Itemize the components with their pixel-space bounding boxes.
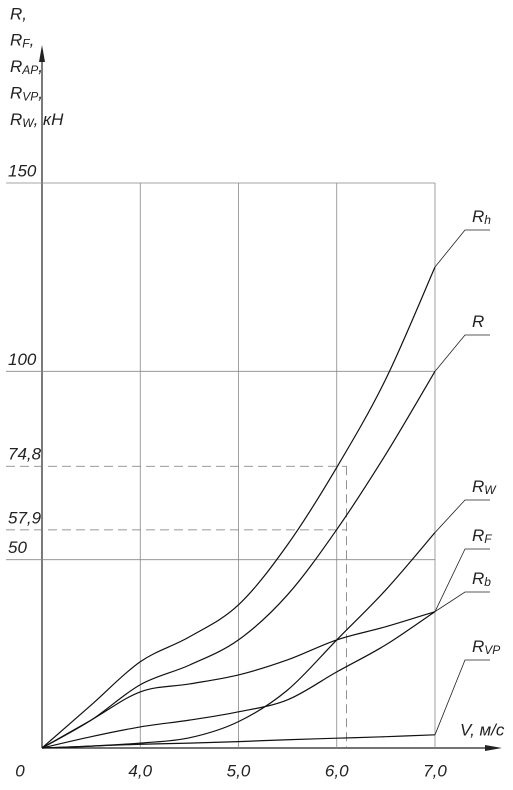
legend-label: Rb <box>472 569 491 589</box>
x-axis-label: V, м/с <box>460 720 505 739</box>
y-axis-label: RF, <box>10 31 34 51</box>
y-tick-label: 100 <box>8 350 37 369</box>
x-axis-arrow <box>485 745 502 751</box>
y-axis-label: R, <box>10 4 27 23</box>
leader-line <box>434 334 490 372</box>
leader-line <box>434 548 490 612</box>
line-series <box>41 266 436 749</box>
leader-line <box>434 659 490 735</box>
x-tick-label: 5,0 <box>227 761 251 780</box>
x-tick-label: 6,0 <box>325 761 349 780</box>
leader-line <box>434 229 490 268</box>
legend-label: Rh <box>472 207 491 227</box>
y-axis-label: RAP, <box>10 57 43 77</box>
y-tick-label: 74,8 <box>8 445 42 464</box>
legend-label: RVP <box>472 637 500 657</box>
y-axis-label: RVP, <box>10 84 43 104</box>
y-tick-label: 50 <box>8 538 27 557</box>
x-tick-label: 7,0 <box>423 761 447 780</box>
legend-label: R <box>472 312 484 331</box>
y-tick-label: 150 <box>8 161 37 180</box>
y-axis-label: RW, кН <box>10 110 64 130</box>
x-tick-label: 4,0 <box>128 761 152 780</box>
leader-line <box>434 591 490 612</box>
y-axis-arrow <box>39 45 45 62</box>
leader-line <box>434 499 490 533</box>
line-series <box>41 371 436 749</box>
legend-label: RF <box>472 526 492 546</box>
line-series <box>41 734 436 749</box>
legend-label: RW <box>472 477 497 497</box>
y-tick-label: 57,9 <box>8 508 42 527</box>
origin-label: 0 <box>15 761 25 780</box>
line-series <box>41 611 436 749</box>
line-series <box>41 611 436 749</box>
